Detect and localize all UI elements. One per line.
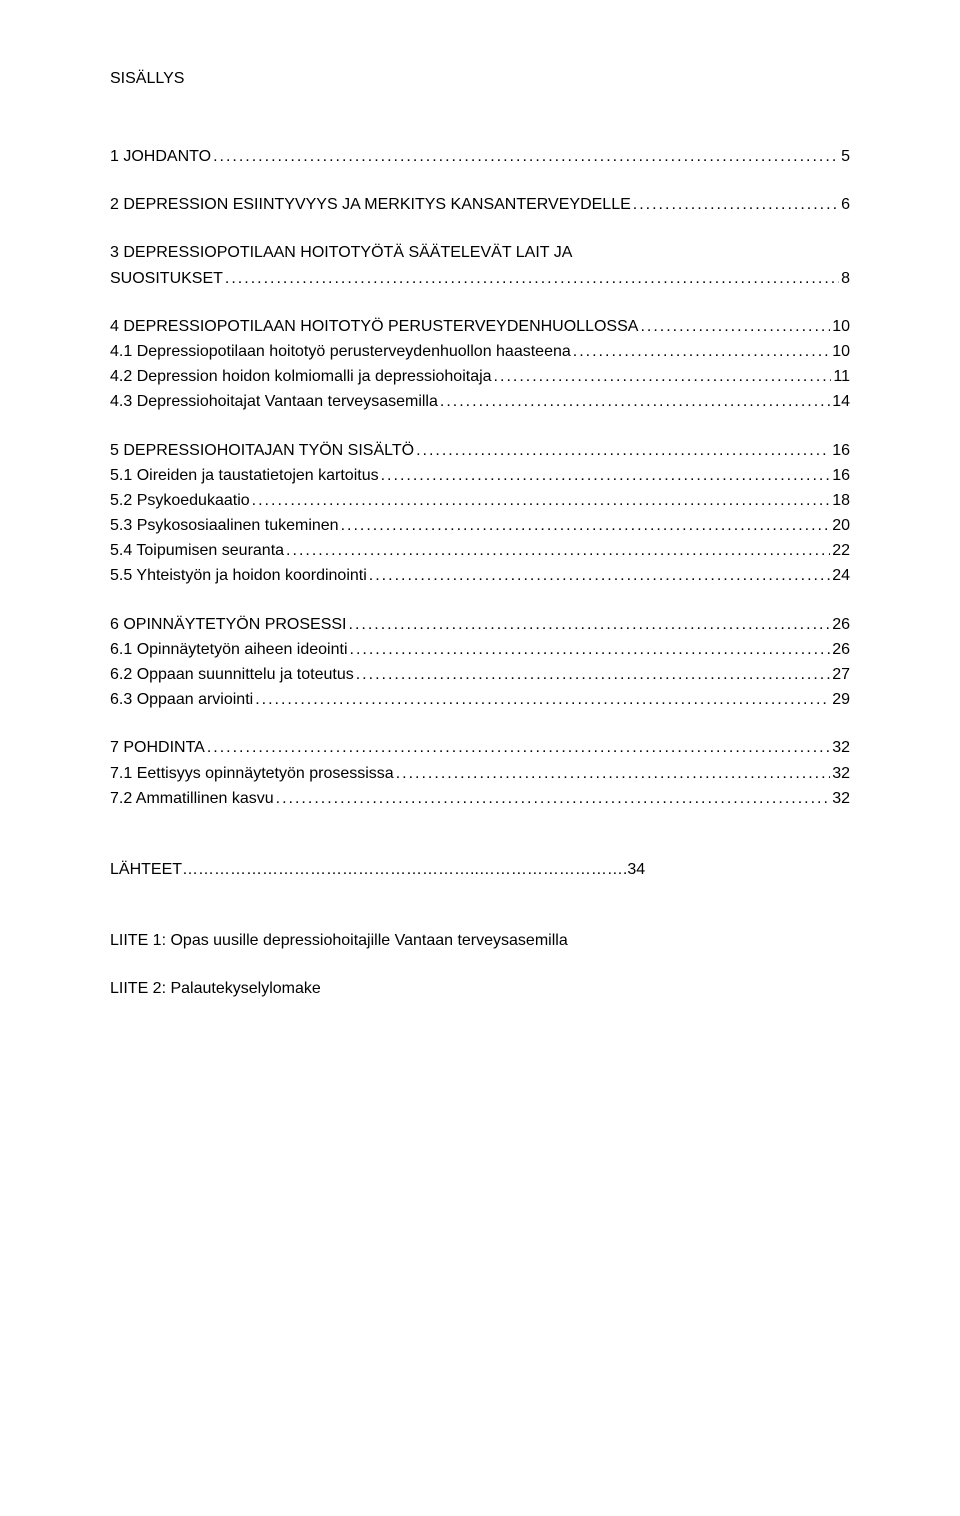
toc-dots <box>640 315 830 338</box>
toc-entry-page: 27 <box>832 663 850 686</box>
toc-entry: 6.2 Oppaan suunnittelu ja toteutus 27 <box>110 663 850 686</box>
toc-entry: 4.3 Depressiohoitajat Vantaan terveysase… <box>110 390 850 413</box>
toc-entry: 6 OPINNÄYTETYÖN PROSESSI 26 <box>110 613 850 636</box>
blank-line <box>110 812 850 858</box>
toc-entry: 1 JOHDANTO 5 <box>110 145 850 168</box>
toc-entry-page: 22 <box>832 539 850 562</box>
blank-line <box>110 713 850 736</box>
toc-entry-label: 4.1 Depressiopotilaan hoitotyö perusterv… <box>110 340 571 363</box>
blank-line <box>110 122 850 145</box>
toc-dots <box>341 514 831 537</box>
toc-entry: 2 DEPRESSION ESIINTYVYYS JA MERKITYS KAN… <box>110 193 850 216</box>
toc-entry-page: 20 <box>832 514 850 537</box>
toc-entry-label: 5.3 Psykososiaalinen tukeminen <box>110 514 339 537</box>
toc-entry: 5.1 Oireiden ja taustatietojen kartoitus… <box>110 464 850 487</box>
toc-entry-label: 5.4 Toipumisen seuranta <box>110 539 284 562</box>
toc-entry-label: 2 DEPRESSION ESIINTYVYYS JA MERKITYS KAN… <box>110 193 631 216</box>
toc-entry-page: 10 <box>832 340 850 363</box>
toc-dots <box>286 539 830 562</box>
toc-entry-label: 5 DEPRESSIOHOITAJAN TYÖN SISÄLTÖ <box>110 439 414 462</box>
toc-dots <box>494 365 832 388</box>
toc-entry-label: 7 POHDINTA <box>110 736 205 759</box>
toc-entry: 5.4 Toipumisen seuranta 22 <box>110 539 850 562</box>
toc-dots <box>416 439 830 462</box>
blank-line <box>110 883 850 929</box>
blank-line <box>110 954 850 977</box>
toc-entry-label: 5.1 Oireiden ja taustatietojen kartoitus <box>110 464 379 487</box>
toc-dots <box>356 663 830 686</box>
toc-entry-page: 10 <box>832 315 850 338</box>
toc-entry: 4.1 Depressiopotilaan hoitotyö perusterv… <box>110 340 850 363</box>
toc-entry-page: 24 <box>832 564 850 587</box>
toc-entry-label: 4 DEPRESSIOPOTILAAN HOITOTYÖ PERUSTERVEY… <box>110 315 638 338</box>
toc-dots <box>225 267 839 290</box>
toc-entry-label: 6.2 Oppaan suunnittelu ja toteutus <box>110 663 354 686</box>
toc-plain-entry: LIITE 1: Opas uusille depressiohoitajill… <box>110 929 850 952</box>
toc-entry-label: 4.2 Depression hoidon kolmiomalli ja dep… <box>110 365 492 388</box>
toc-entry-label: SUOSITUKSET <box>110 267 223 290</box>
toc-entry-page: 14 <box>832 390 850 413</box>
toc-entry-label: 5.5 Yhteistyön ja hoidon koordinointi <box>110 564 367 587</box>
toc-entry-page: 26 <box>832 613 850 636</box>
blank-line <box>110 416 850 439</box>
toc-dots <box>255 688 830 711</box>
toc-entry-page: 11 <box>833 365 850 388</box>
toc-plain-entry: LIITE 2: Palautekyselylomake <box>110 977 850 1000</box>
toc-entry-label: 4.3 Depressiohoitajat Vantaan terveysase… <box>110 390 438 413</box>
toc-entry-page: 18 <box>832 489 850 512</box>
blank-line <box>110 292 850 315</box>
toc-entry-label: 5.2 Psykoedukaatio <box>110 489 250 512</box>
toc-dots <box>276 787 831 810</box>
toc-entry: 7.1 Eettisyys opinnäytetyön prosessissa 3… <box>110 762 850 785</box>
toc-entry: 5.5 Yhteistyön ja hoidon koordinointi 24 <box>110 564 850 587</box>
blank-line <box>110 218 850 241</box>
toc-entry-label: 6 OPINNÄYTETYÖN PROSESSI <box>110 613 347 636</box>
toc-dots <box>381 464 831 487</box>
toc-plain-entry: LÄHTEET………………………………………………..……………………….34 <box>110 858 850 881</box>
toc-entry-label: 6.3 Oppaan arviointi <box>110 688 253 711</box>
toc-entry-label: 7.1 Eettisyys opinnäytetyön prosessissa <box>110 762 394 785</box>
toc-dots <box>633 193 839 216</box>
toc-entry: 7.2 Ammatillinen kasvu 32 <box>110 787 850 810</box>
toc-entry-label: 6.1 Opinnäytetyön aiheen ideointi <box>110 638 348 661</box>
toc-dots <box>440 390 830 413</box>
toc-entry-page: 5 <box>841 145 850 168</box>
toc-dots <box>207 736 830 759</box>
toc-dots <box>573 340 830 363</box>
toc-entry-label: 1 JOHDANTO <box>110 145 211 168</box>
toc-entry-page: 32 <box>832 787 850 810</box>
toc-entry-page: 8 <box>841 267 850 290</box>
blank-line <box>110 170 850 193</box>
toc-dots <box>213 145 839 168</box>
toc-entry-label: 3 DEPRESSIOPOTILAAN HOITOTYÖTÄ SÄÄTELEVÄ… <box>110 241 572 264</box>
toc-entry-page: 16 <box>832 464 850 487</box>
toc-entry-page: 16 <box>832 439 850 462</box>
toc-dots <box>252 489 831 512</box>
toc-entry: 5.3 Psykososiaalinen tukeminen 20 <box>110 514 850 537</box>
toc-entry: SUOSITUKSET 8 <box>110 267 850 290</box>
toc-entry: 4 DEPRESSIOPOTILAAN HOITOTYÖ PERUSTERVEY… <box>110 315 850 338</box>
toc-entry: 5 DEPRESSIOHOITAJAN TYÖN SISÄLTÖ 16 <box>110 439 850 462</box>
toc-dots <box>369 564 830 587</box>
toc-entry-page: 29 <box>832 688 850 711</box>
toc-entry: 7 POHDINTA 32 <box>110 736 850 759</box>
toc-entry-page: 32 <box>832 736 850 759</box>
blank-line <box>110 590 850 613</box>
toc-entry: 3 DEPRESSIOPOTILAAN HOITOTYÖTÄ SÄÄTELEVÄ… <box>110 241 850 264</box>
toc-entry: 4.2 Depression hoidon kolmiomalli ja dep… <box>110 365 850 388</box>
toc-dots <box>350 638 831 661</box>
toc-title: SISÄLLYS <box>110 70 850 88</box>
toc-container: 1 JOHDANTO 5 2 DEPRESSION ESIINTYVYYS JA M… <box>110 122 850 1001</box>
toc-entry-page: 6 <box>841 193 850 216</box>
toc-entry: 5.2 Psykoedukaatio 18 <box>110 489 850 512</box>
toc-dots <box>349 613 831 636</box>
toc-dots <box>396 762 831 785</box>
toc-entry: 6.3 Oppaan arviointi 29 <box>110 688 850 711</box>
toc-entry-label: 7.2 Ammatillinen kasvu <box>110 787 274 810</box>
toc-entry: 6.1 Opinnäytetyön aiheen ideointi 26 <box>110 638 850 661</box>
toc-entry-page: 26 <box>832 638 850 661</box>
toc-entry-page: 32 <box>832 762 850 785</box>
